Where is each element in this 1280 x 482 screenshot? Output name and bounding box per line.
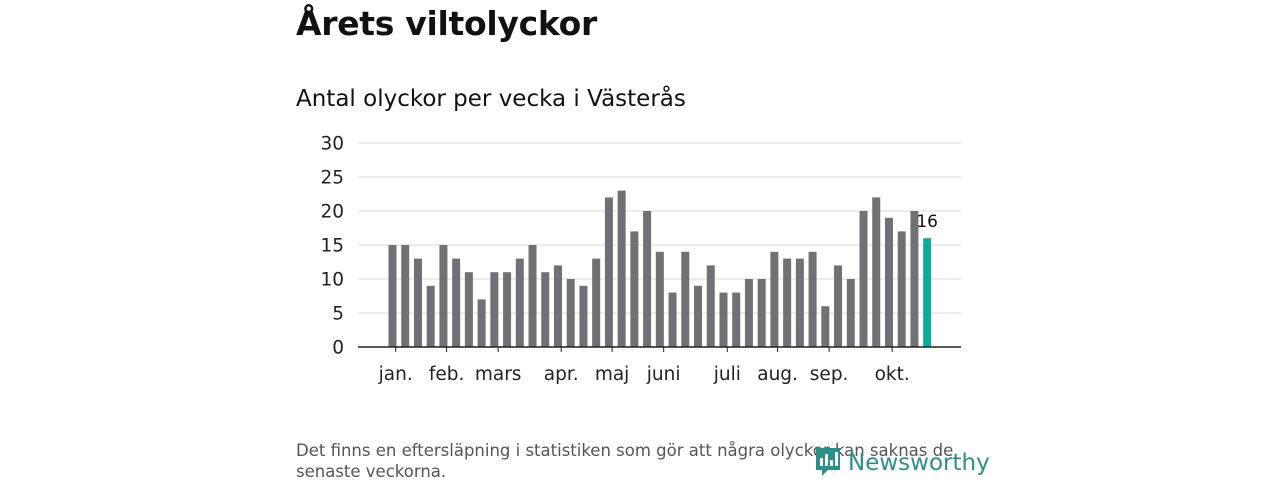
bar <box>872 197 881 347</box>
bar <box>884 217 893 347</box>
bar <box>821 306 830 347</box>
bar <box>503 272 512 347</box>
y-axis: 0 5 10 15 20 25 30 <box>320 134 344 359</box>
y-tick-label: 0 <box>332 338 344 359</box>
footnote: Det finns en eftersläpning i statistiken… <box>296 441 954 481</box>
weekly-accidents-bar-chart: 0 5 10 15 20 25 30 jan. feb. mars apr. maj juni juli… <box>320 134 961 385</box>
bar <box>553 265 562 347</box>
y-tick-label: 10 <box>320 270 344 291</box>
bar <box>757 279 766 347</box>
bar <box>439 245 448 347</box>
newsworthy-logo[interactable]: Newsworthy <box>814 446 990 480</box>
y-tick-label: 25 <box>320 168 344 189</box>
bar <box>643 211 652 347</box>
bar <box>541 272 550 347</box>
x-tick-label: aug. <box>757 364 798 385</box>
y-tick-label: 5 <box>332 304 344 325</box>
bar <box>744 279 753 347</box>
x-tick-label: juni <box>646 364 681 385</box>
bar <box>426 285 435 347</box>
bar <box>706 265 715 347</box>
bar <box>464 272 473 347</box>
bar <box>452 258 461 347</box>
x-tick-label: mars <box>475 364 522 385</box>
bar <box>834 265 843 347</box>
bar <box>630 231 639 347</box>
x-tick-label: juli <box>713 364 741 385</box>
chart-title: Årets viltolyckor <box>296 4 597 43</box>
x-tick-label: jan. <box>378 364 413 385</box>
bar <box>401 245 410 347</box>
bar <box>846 279 855 347</box>
newsworthy-logo-icon <box>814 444 842 482</box>
x-tick-label: apr. <box>544 364 579 385</box>
x-axis: jan. feb. mars apr. maj juni juli aug. sep. okt. <box>358 346 961 385</box>
latest-value-label: 16 <box>916 212 938 232</box>
bar <box>490 272 499 347</box>
y-tick-label: 15 <box>320 236 344 257</box>
x-tick-label: okt. <box>875 364 910 385</box>
bar <box>579 285 588 347</box>
bar <box>668 292 677 347</box>
bar <box>859 211 868 347</box>
bar <box>413 258 422 347</box>
bar <box>528 245 537 347</box>
bar <box>808 251 817 347</box>
bar <box>604 197 613 347</box>
bar <box>681 251 690 347</box>
bar-latest-week <box>923 238 932 347</box>
bar <box>732 292 741 347</box>
bar <box>655 251 664 347</box>
bar <box>795 258 804 347</box>
bar <box>566 279 575 347</box>
data-labels: 16 <box>916 212 938 232</box>
bar <box>388 245 397 347</box>
bar <box>515 258 524 347</box>
bar <box>783 258 792 347</box>
bar <box>910 211 919 347</box>
y-tick-label: 30 <box>320 134 344 155</box>
chart-subtitle: Antal olyckor per vecka i Västerås <box>296 86 686 112</box>
y-tick-label: 20 <box>320 202 344 223</box>
bar <box>477 299 486 347</box>
bar <box>719 292 728 347</box>
x-tick-label: feb. <box>429 364 465 385</box>
bar <box>694 285 703 347</box>
chart-bars <box>388 190 932 347</box>
x-tick-label: sep. <box>810 364 849 385</box>
x-tick-label: maj <box>595 364 630 385</box>
bar <box>770 251 779 347</box>
bar <box>617 190 626 347</box>
newsworthy-logo-text: Newsworthy <box>848 450 990 476</box>
bar <box>897 231 906 347</box>
bar <box>592 258 601 347</box>
